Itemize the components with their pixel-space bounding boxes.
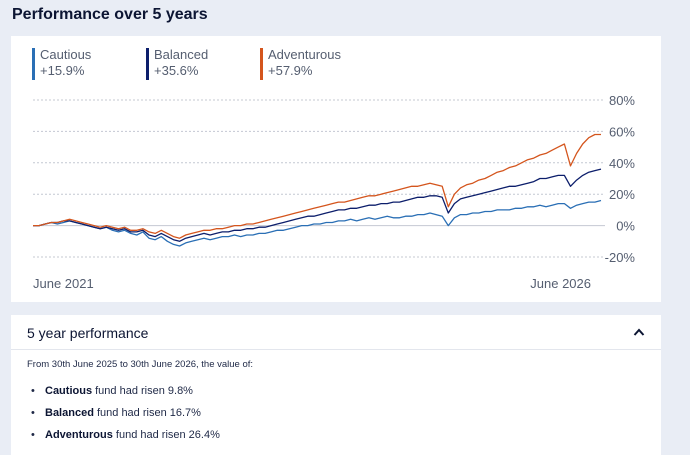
performance-panel: 5 year performance From 30th June 2025 t…	[11, 315, 661, 455]
fund-result: fund had risen 26.4%	[112, 429, 220, 441]
y-tick-label: 0%	[616, 219, 635, 234]
performance-line-chart: 80% 60% 40% 20% 0% -20% June 2021 June 2026	[33, 93, 636, 291]
bullet-icon: •	[31, 407, 35, 419]
legend-label-cautious: Cautious	[40, 47, 92, 62]
fund-result: fund had risen 16.7%	[93, 407, 201, 419]
y-tick-label: -20%	[605, 250, 636, 265]
legend-item-adventurous[interactable]: Adventurous +57.9%	[260, 47, 341, 81]
legend-value-balanced: +35.6%	[154, 63, 199, 78]
y-tick-label: 40%	[609, 156, 635, 171]
fund-result: fund had risen 9.8%	[92, 385, 193, 397]
series-line-cautious	[33, 199, 602, 247]
bullet-icon: •	[31, 385, 35, 397]
series-line-balanced	[33, 168, 602, 242]
y-tick-label: 60%	[609, 124, 635, 139]
legend-label-adventurous: Adventurous	[268, 47, 341, 62]
x-tick-label-end: June 2026	[530, 276, 591, 291]
fund-name: Cautious	[45, 385, 93, 397]
legend-item-balanced[interactable]: Balanced +35.6%	[146, 47, 208, 81]
y-tick-label: 20%	[609, 187, 635, 202]
legend-label-balanced: Balanced	[154, 47, 209, 62]
series-line-adventurous	[33, 133, 601, 239]
legend-item-cautious[interactable]: Cautious +15.9%	[32, 47, 91, 81]
performance-list: • Cautious fund had risen 9.8% • Balanced …	[27, 383, 220, 449]
legend-value-adventurous: +57.9%	[268, 63, 313, 78]
fund-name: Balanced	[45, 407, 94, 419]
performance-intro: From 30th June 2025 to 30th June 2026, t…	[27, 359, 254, 370]
page-title: Performance over 5 years	[12, 6, 208, 23]
performance-panel-title: 5 year performance	[27, 325, 149, 341]
x-tick-label-start: June 2021	[33, 276, 94, 291]
chevron-up-icon[interactable]	[633, 327, 645, 337]
fund-name: Adventurous	[45, 429, 113, 441]
list-item: • Balanced fund had risen 16.7%	[27, 405, 220, 427]
list-item: • Cautious fund had risen 9.8%	[27, 383, 220, 405]
y-tick-label: 80%	[609, 93, 635, 108]
bullet-icon: •	[31, 429, 35, 441]
chart-card: 80% 60% 40% 20% 0% -20% June 2021 June 2026 Cau…	[11, 36, 661, 302]
divider	[11, 349, 661, 350]
list-item: • Adventurous fund had risen 26.4%	[27, 427, 220, 449]
legend-swatch-balanced	[146, 48, 149, 80]
legend-value-cautious: +15.9%	[40, 63, 85, 78]
legend-swatch-cautious	[32, 48, 35, 80]
legend-swatch-adventurous	[260, 48, 263, 80]
